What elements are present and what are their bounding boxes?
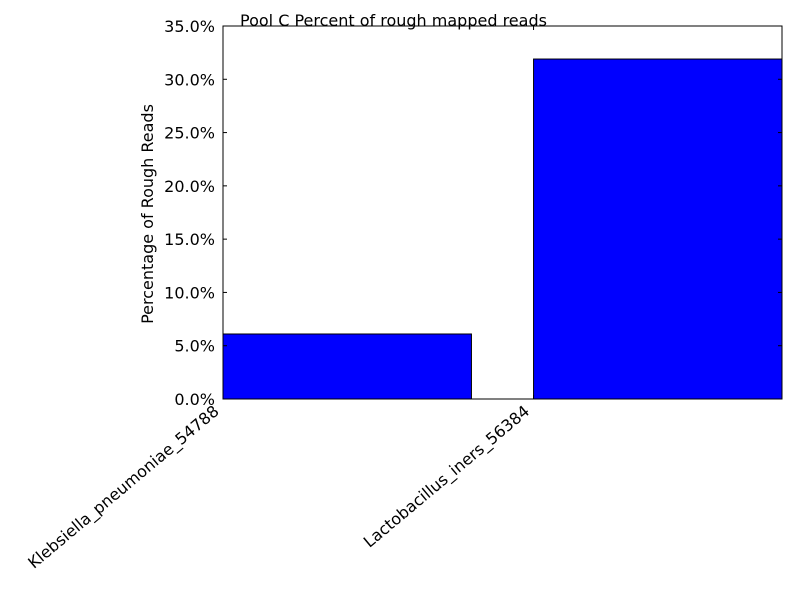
y-axis-title: Percentage of Rough Reads bbox=[138, 104, 157, 324]
y-tick-label-7: 35.0% bbox=[164, 17, 215, 36]
y-tick-label-3: 15.0% bbox=[164, 230, 215, 249]
chart-title: Pool C Percent of rough mapped reads bbox=[240, 11, 547, 30]
bar-1 bbox=[533, 58, 783, 400]
y-tick-label-0: 0.0% bbox=[174, 390, 215, 409]
y-tick-label-1: 5.0% bbox=[174, 337, 215, 356]
plot-frame bbox=[222, 25, 783, 400]
y-tick-label-6: 30.0% bbox=[164, 70, 215, 89]
bar-0 bbox=[222, 333, 472, 400]
bars-group bbox=[222, 58, 783, 400]
y-tick-label-5: 25.0% bbox=[164, 124, 215, 143]
y-tick-label-4: 20.0% bbox=[164, 177, 215, 196]
y-tick-label-2: 10.0% bbox=[164, 283, 215, 302]
